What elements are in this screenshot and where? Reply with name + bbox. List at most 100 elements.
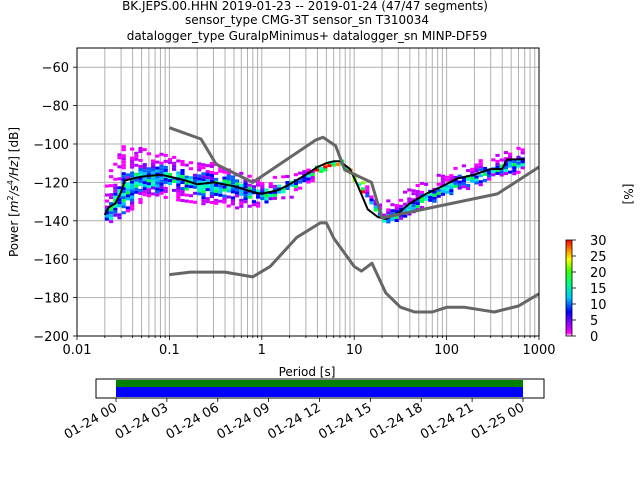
density-cell <box>235 179 240 183</box>
density-cell <box>134 172 139 176</box>
density-cell <box>436 194 441 198</box>
density-cell <box>407 188 412 192</box>
density-cell <box>176 198 181 202</box>
y-tick-label: −80 <box>42 100 69 115</box>
density-cell <box>508 155 513 159</box>
density-cell <box>176 159 181 163</box>
density-cell <box>209 170 215 174</box>
density-cell <box>369 201 374 205</box>
density-cell <box>205 188 210 192</box>
density-cell <box>146 194 152 198</box>
density-cell <box>516 155 521 159</box>
density-cell <box>167 173 173 177</box>
density-cell <box>109 184 114 188</box>
density-cell <box>142 148 147 152</box>
density-cell <box>151 162 156 166</box>
density-cell <box>369 198 374 202</box>
density-cell <box>436 173 441 177</box>
density-cell <box>142 184 147 188</box>
density-cell <box>516 170 521 174</box>
density-cell <box>369 195 374 199</box>
density-cell <box>117 216 122 220</box>
colorbar-tick-label: 0 <box>590 330 598 345</box>
density-cell <box>239 183 244 187</box>
density-cell <box>201 190 206 194</box>
density-cell <box>453 184 458 188</box>
density-cell <box>121 145 126 149</box>
density-cell <box>495 171 500 175</box>
density-cell <box>285 181 290 185</box>
density-cell <box>214 192 219 196</box>
density-cell <box>130 183 135 187</box>
density-cell <box>289 195 294 199</box>
density-cell <box>495 168 500 172</box>
y-tick-label: −160 <box>33 253 69 268</box>
density-cell <box>138 176 143 180</box>
density-cell <box>272 175 278 179</box>
density-cell <box>222 179 227 183</box>
density-cell <box>121 190 126 194</box>
density-cell <box>109 193 114 197</box>
density-cell <box>453 181 458 185</box>
density-cell <box>146 188 152 192</box>
density-cell <box>176 174 181 178</box>
density-cell <box>440 180 446 184</box>
density-cell <box>516 164 521 168</box>
density-cell <box>138 149 143 153</box>
density-cell <box>146 176 152 180</box>
density-cell <box>302 170 307 174</box>
density-cell <box>159 185 164 189</box>
density-cell <box>134 184 139 188</box>
density-cell <box>197 189 202 193</box>
x-tick-label: 0.01 <box>63 343 92 358</box>
density-cell <box>176 189 181 193</box>
density-cell <box>516 146 521 150</box>
density-cell <box>222 197 227 201</box>
colorbar-tick-label: 5 <box>590 314 598 329</box>
density-cell <box>474 166 479 170</box>
density-cell <box>113 198 118 202</box>
x-tick-label: 1 <box>258 343 266 358</box>
density-cell <box>226 177 231 181</box>
density-cell <box>323 165 328 169</box>
density-cell <box>415 205 420 209</box>
density-cell <box>365 185 370 189</box>
timeline-tick-label: 01-24 18 <box>367 400 425 442</box>
density-cell <box>138 164 143 168</box>
density-cell <box>218 166 223 170</box>
density-cell <box>184 199 189 203</box>
density-cell <box>512 172 517 176</box>
density-cell <box>310 176 315 180</box>
density-cell <box>142 163 147 167</box>
density-cell <box>390 203 395 207</box>
density-cell <box>176 171 181 175</box>
density-cell <box>361 181 366 185</box>
density-cell <box>159 182 164 186</box>
density-cell <box>113 213 118 217</box>
density-cell <box>176 195 181 199</box>
density-cell <box>121 193 126 197</box>
density-cell <box>130 192 135 196</box>
density-cell <box>482 178 488 182</box>
density-cell <box>155 160 160 164</box>
density-cell <box>281 175 286 179</box>
density-cell <box>424 182 429 186</box>
density-cell <box>121 199 126 203</box>
density-cell <box>193 176 198 180</box>
density-cell <box>361 190 366 194</box>
density-cell <box>151 165 156 169</box>
density-cell <box>121 163 126 167</box>
density-cell <box>146 170 152 174</box>
density-cell <box>226 171 231 175</box>
density-cell <box>487 174 492 178</box>
density-cell <box>508 164 513 168</box>
timeline-tick-label: 01-24 03 <box>113 400 171 442</box>
density-cell <box>512 160 517 164</box>
density-cell <box>163 168 168 172</box>
density-cell <box>478 162 483 166</box>
density-cell <box>440 192 446 196</box>
density-cell <box>407 197 412 201</box>
density-cell <box>197 165 202 169</box>
density-cell <box>356 183 362 187</box>
density-cell <box>125 206 131 210</box>
